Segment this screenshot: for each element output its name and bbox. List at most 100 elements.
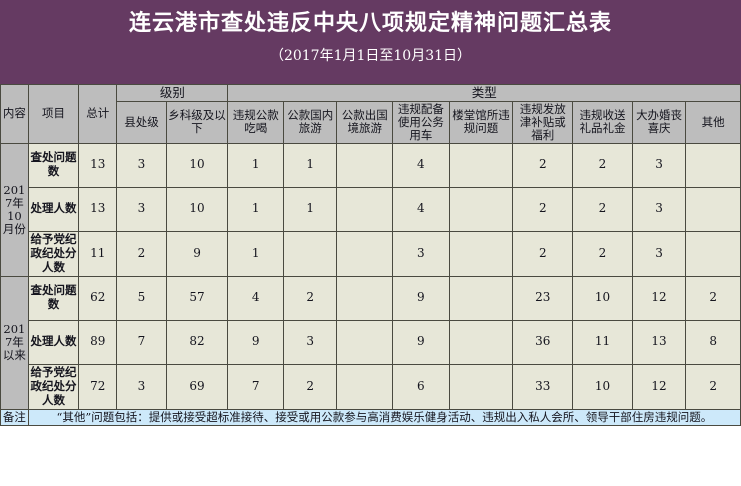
header-row-groups: 内容 项目 总计 级别 类型 bbox=[0, 84, 741, 144]
cell-type-0: 7 bbox=[227, 363, 284, 410]
table-row: 给予党纪政纪处分人数 72 3 69 7 2 6 33 10 12 2 bbox=[1, 363, 741, 410]
cell-type-5: 36 bbox=[512, 319, 574, 365]
cell-type-3: 9 bbox=[392, 275, 450, 321]
header-type-overseas-travel: 公款出国境旅游 bbox=[336, 101, 394, 144]
row-item-label: 查处问题数 bbox=[27, 142, 80, 188]
cell-type-5: 23 bbox=[512, 275, 574, 321]
cell-level-0: 3 bbox=[116, 186, 167, 232]
cell-type-2 bbox=[336, 363, 394, 410]
table-body: 2017年10月份 查处问题数 13 3 10 1 1 4 2 2 3 处理人数 13 3 10 1 1 4 2 2 3… bbox=[0, 142, 741, 410]
cell-type-6: 11 bbox=[572, 319, 633, 365]
table-row: 处理人数 89 7 82 9 3 9 36 11 13 8 bbox=[1, 319, 741, 365]
table-head: 内容 项目 总计 级别 类型 县处级 乡科级及以下 违规公款吃喝 公款国内旅游 … bbox=[0, 84, 741, 144]
cell-level-0: 5 bbox=[116, 275, 167, 321]
cell-type-2 bbox=[336, 186, 394, 232]
cell-type-4 bbox=[448, 186, 514, 232]
cell-type-0: 1 bbox=[227, 186, 284, 232]
header-total: 总计 bbox=[78, 84, 118, 144]
cell-type-7: 13 bbox=[631, 319, 687, 365]
cell-type-3: 9 bbox=[392, 319, 450, 365]
cell-level-1: 57 bbox=[165, 275, 229, 321]
cell-type-2 bbox=[336, 142, 394, 188]
cell-type-8 bbox=[685, 142, 741, 188]
cell-type-6: 2 bbox=[572, 142, 633, 188]
cell-type-1 bbox=[282, 230, 338, 277]
cell-level-1: 10 bbox=[165, 142, 229, 188]
header-group-type: 类型 bbox=[227, 84, 741, 102]
footer-row: 备注 “其他”问题包括：提供或接受超标准接待、接受或用公款参与高消费娱乐健身活动… bbox=[0, 408, 741, 426]
page-title: 连云港市查处违反中央八项规定精神问题汇总表 bbox=[128, 10, 612, 36]
cell-total: 62 bbox=[78, 275, 118, 321]
cell-type-3: 3 bbox=[392, 230, 450, 277]
header-type-other: 其他 bbox=[685, 101, 741, 144]
cell-type-1: 2 bbox=[282, 363, 338, 410]
footer-label-remark: 备注 bbox=[0, 408, 29, 426]
table-row: 处理人数 13 3 10 1 1 4 2 2 3 bbox=[1, 186, 741, 232]
header-item: 项目 bbox=[27, 84, 80, 144]
cell-type-0: 9 bbox=[227, 319, 284, 365]
cell-total: 13 bbox=[78, 186, 118, 232]
header-level-county: 县处级 bbox=[116, 101, 167, 144]
summary-table: 内容 项目 总计 级别 类型 县处级 乡科级及以下 违规公款吃喝 公款国内旅游 … bbox=[0, 84, 741, 426]
cell-type-1: 3 bbox=[282, 319, 338, 365]
cell-type-8: 2 bbox=[685, 363, 741, 410]
header-content: 内容 bbox=[0, 84, 29, 144]
cell-type-5: 2 bbox=[512, 230, 574, 277]
cell-level-0: 3 bbox=[116, 363, 167, 410]
header-type-buildings: 楼堂馆所违规问题 bbox=[448, 101, 514, 144]
cell-type-4 bbox=[448, 142, 514, 188]
cell-type-7: 3 bbox=[631, 142, 687, 188]
cell-type-7: 3 bbox=[631, 186, 687, 232]
cell-type-8: 2 bbox=[685, 275, 741, 321]
cell-total: 89 bbox=[78, 319, 118, 365]
cell-type-6: 2 bbox=[572, 186, 633, 232]
cell-type-4 bbox=[448, 363, 514, 410]
footer-note-text: “其他”问题包括：提供或接受超标准接待、接受或用公款参与高消费娱乐健身活动、违规… bbox=[27, 408, 741, 426]
cell-level-0: 7 bbox=[116, 319, 167, 365]
cell-type-4 bbox=[448, 275, 514, 321]
cell-type-0: 1 bbox=[227, 230, 284, 277]
cell-type-4 bbox=[448, 319, 514, 365]
cell-type-0: 1 bbox=[227, 142, 284, 188]
header-type-lavish-weddings-funerals: 大办婚丧喜庆 bbox=[631, 101, 687, 144]
table-row: 2017年以来 查处问题数 62 5 57 4 2 9 23 10 12 2 bbox=[0, 275, 741, 410]
row-item-label: 查处问题数 bbox=[27, 275, 80, 321]
cell-type-7: 3 bbox=[631, 230, 687, 277]
cell-type-1: 1 bbox=[282, 142, 338, 188]
cell-type-2 bbox=[336, 230, 394, 277]
cell-type-5: 2 bbox=[512, 142, 574, 188]
row-item-label: 给予党纪政纪处分人数 bbox=[27, 363, 80, 410]
page-subtitle-daterange: （2017年1月1日至10月31日） bbox=[269, 48, 472, 64]
cell-level-1: 82 bbox=[165, 319, 229, 365]
cell-type-8: 8 bbox=[685, 319, 741, 365]
header-row-subcols: 县处级 乡科级及以下 违规公款吃喝 公款国内旅游 公款出国境旅游 违规配备使用公… bbox=[1, 101, 741, 144]
table-container: 内容 项目 总计 级别 类型 县处级 乡科级及以下 违规公款吃喝 公款国内旅游 … bbox=[0, 84, 741, 486]
cell-type-3: 4 bbox=[392, 186, 450, 232]
row-item-label: 处理人数 bbox=[27, 319, 80, 365]
table-row: 2017年10月份 查处问题数 13 3 10 1 1 4 2 2 3 bbox=[0, 142, 741, 277]
cell-level-1: 10 bbox=[165, 186, 229, 232]
cell-type-0: 4 bbox=[227, 275, 284, 321]
cell-level-0: 2 bbox=[116, 230, 167, 277]
cell-total: 11 bbox=[78, 230, 118, 277]
row-item-label: 给予党纪政纪处分人数 bbox=[27, 230, 80, 277]
cell-type-6: 2 bbox=[572, 230, 633, 277]
cell-type-1: 2 bbox=[282, 275, 338, 321]
row-item-label: 处理人数 bbox=[27, 186, 80, 232]
row-group-content-1: 2017年10月份 bbox=[0, 142, 29, 277]
title-banner: 连云港市查处违反中央八项规定精神问题汇总表 （2017年1月1日至10月31日） bbox=[0, 0, 741, 84]
row-group-content-2: 2017年以来 bbox=[0, 275, 29, 410]
cell-type-3: 4 bbox=[392, 142, 450, 188]
cell-type-8 bbox=[685, 186, 741, 232]
cell-type-3: 6 bbox=[392, 363, 450, 410]
cell-type-6: 10 bbox=[572, 363, 633, 410]
header-group-level: 级别 bbox=[116, 84, 229, 102]
cell-type-8 bbox=[685, 230, 741, 277]
cell-total: 72 bbox=[78, 363, 118, 410]
cell-total: 13 bbox=[78, 142, 118, 188]
header-level-township-below: 乡科级及以下 bbox=[165, 101, 229, 144]
table-foot: 备注 “其他”问题包括：提供或接受超标准接待、接受或用公款参与高消费娱乐健身活动… bbox=[0, 408, 741, 426]
cell-type-1: 1 bbox=[282, 186, 338, 232]
header-type-public-funded-dining: 违规公款吃喝 bbox=[227, 101, 284, 144]
table-row: 给予党纪政纪处分人数 11 2 9 1 3 2 2 3 bbox=[1, 230, 741, 277]
